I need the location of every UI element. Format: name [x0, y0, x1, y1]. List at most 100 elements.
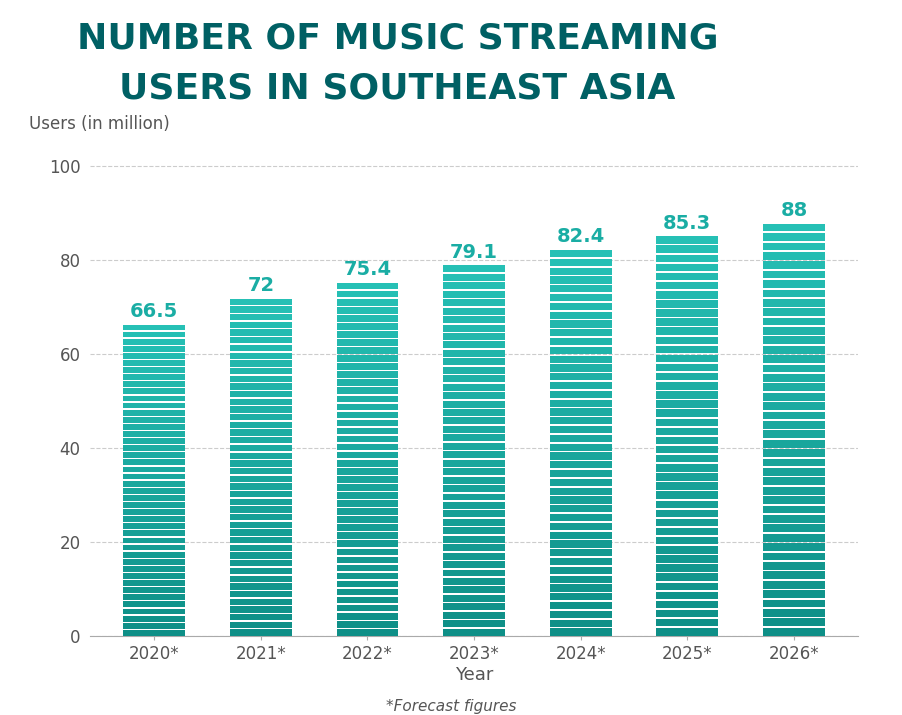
Bar — [124, 559, 185, 565]
Bar — [124, 453, 185, 458]
Bar — [656, 510, 717, 517]
Bar — [549, 531, 611, 539]
Bar — [230, 522, 291, 528]
Bar — [656, 364, 717, 371]
Bar — [549, 506, 611, 513]
Bar — [762, 346, 824, 354]
Bar — [443, 570, 504, 576]
Bar — [443, 536, 504, 543]
Bar — [549, 391, 611, 398]
Bar — [230, 506, 291, 513]
Bar — [549, 488, 611, 495]
Text: 66.5: 66.5 — [130, 302, 179, 321]
Bar — [336, 588, 398, 596]
Bar — [230, 453, 291, 459]
Bar — [549, 250, 611, 257]
Bar — [124, 573, 185, 579]
Bar — [656, 555, 717, 563]
Bar — [549, 496, 611, 503]
Bar — [124, 395, 185, 401]
Bar — [656, 573, 717, 581]
Bar — [230, 514, 291, 521]
Bar — [443, 485, 504, 492]
Bar — [443, 443, 504, 450]
Text: 75.4: 75.4 — [343, 260, 391, 280]
Bar — [656, 382, 717, 390]
Bar — [230, 375, 291, 382]
Bar — [230, 614, 291, 621]
Bar — [443, 477, 504, 483]
Bar — [443, 384, 504, 390]
Bar — [230, 383, 291, 390]
Bar — [124, 467, 185, 473]
Bar — [656, 391, 717, 399]
Bar — [230, 337, 291, 343]
Bar — [762, 308, 824, 316]
Bar — [443, 316, 504, 323]
Bar — [230, 629, 291, 636]
Bar — [443, 527, 504, 534]
Bar — [762, 261, 824, 269]
Bar — [230, 399, 291, 405]
Bar — [336, 395, 398, 402]
Bar — [124, 616, 185, 621]
Bar — [124, 594, 185, 600]
Bar — [124, 424, 185, 430]
Bar — [656, 345, 717, 353]
Bar — [443, 603, 504, 610]
Bar — [762, 412, 824, 420]
Bar — [336, 315, 398, 322]
Bar — [336, 323, 398, 330]
Bar — [230, 322, 291, 328]
Bar — [656, 237, 717, 244]
Bar — [124, 538, 185, 543]
Bar — [443, 418, 504, 425]
Bar — [230, 360, 291, 367]
Bar — [336, 339, 398, 346]
Bar — [443, 282, 504, 290]
Bar — [336, 605, 398, 611]
Bar — [762, 600, 824, 607]
Bar — [336, 533, 398, 539]
Text: 88: 88 — [779, 201, 806, 220]
Text: 72: 72 — [247, 276, 274, 295]
Bar — [656, 591, 717, 599]
Bar — [336, 548, 398, 555]
Bar — [549, 541, 611, 548]
Bar — [124, 545, 185, 551]
Bar — [549, 611, 611, 618]
Bar — [336, 380, 398, 386]
Bar — [656, 546, 717, 553]
Bar — [549, 602, 611, 609]
Bar — [549, 514, 611, 521]
Bar — [336, 403, 398, 410]
Bar — [443, 451, 504, 458]
Bar — [230, 406, 291, 413]
Bar — [443, 435, 504, 441]
Bar — [124, 587, 185, 593]
Bar — [762, 242, 824, 250]
Bar — [656, 619, 717, 626]
Bar — [336, 492, 398, 499]
Bar — [762, 543, 824, 551]
Bar — [762, 430, 824, 438]
Bar — [656, 583, 717, 590]
Bar — [656, 628, 717, 636]
Bar — [124, 495, 185, 500]
Bar — [549, 285, 611, 292]
Bar — [124, 516, 185, 522]
Bar — [124, 438, 185, 444]
Bar — [762, 449, 824, 457]
Bar — [656, 491, 717, 499]
Text: NUMBER OF MUSIC STREAMING: NUMBER OF MUSIC STREAMING — [77, 21, 717, 56]
Bar — [124, 410, 185, 415]
Bar — [549, 267, 611, 275]
Bar — [443, 426, 504, 433]
Bar — [762, 609, 824, 617]
Bar — [336, 331, 398, 337]
Bar — [549, 461, 611, 468]
Bar — [124, 417, 185, 423]
Bar — [443, 358, 504, 365]
Bar — [124, 566, 185, 572]
Bar — [549, 382, 611, 389]
